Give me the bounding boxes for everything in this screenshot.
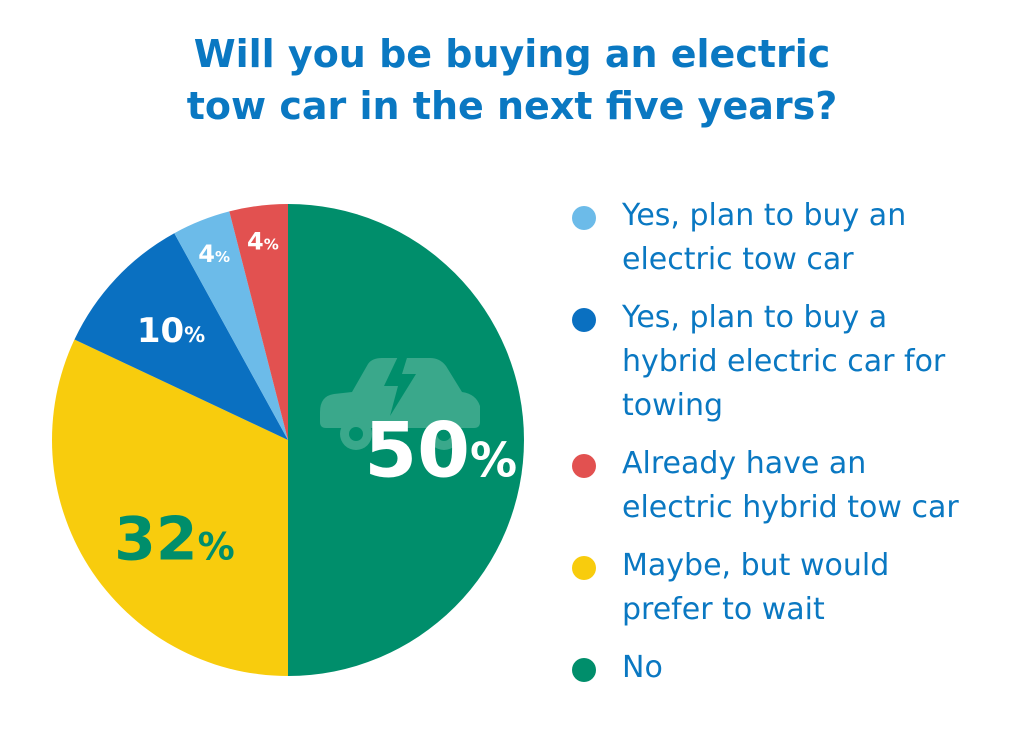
legend-label: Already have an [622,446,867,481]
legend-dot-icon [572,206,596,230]
legend-label: electric hybrid tow car [622,490,959,525]
legend-label: prefer to wait [622,592,825,627]
pie-value-label: 50% [364,406,517,495]
legend-label: towing [622,388,724,423]
legend-label: hybrid electric car for [622,344,946,379]
legend: Yes, plan to buy an electric tow car Yes… [572,194,1012,704]
legend-item-already-have: Already have an electric hybrid tow car [572,442,1012,530]
chart-title: Will you be buying an electric tow car i… [0,28,1024,132]
legend-dot-icon [572,454,596,478]
legend-dot-icon [572,308,596,332]
pie-value-label: 4% [247,227,279,255]
legend-label: Maybe, but would [622,548,890,583]
legend-label: Yes, plan to buy a [622,300,888,335]
pie-value-suffix: % [215,248,230,266]
pie-value-suffix: % [264,235,279,253]
pie-chart: 50%32%10%4%4% [51,204,524,676]
legend-item-yes-hybrid: Yes, plan to buy a hybrid electric car f… [572,296,1012,428]
pie-slice [288,204,524,676]
legend-item-no: No [572,646,1012,690]
chart-title-line-1: Will you be buying an electric [193,32,831,76]
pie-slice [74,233,288,440]
pie-value-suffix: % [184,323,205,347]
pie-slice [229,204,288,440]
legend-item-maybe: Maybe, but would prefer to wait [572,544,1012,632]
pie-slices [51,204,524,676]
pie-value-suffix: % [198,525,235,568]
pie-value-suffix: % [470,434,517,489]
legend-label: electric tow car [622,242,854,277]
electric-car-icon [320,348,480,450]
chart-title-line-2: tow car in the next five years? [186,84,838,128]
pie-slice [51,339,289,676]
pie-slice [174,211,288,440]
legend-item-yes-electric: Yes, plan to buy an electric tow car [572,194,1012,282]
legend-dot-icon [572,658,596,682]
legend-dot-icon [572,556,596,580]
legend-label: No [622,650,663,685]
legend-label: Yes, plan to buy an [622,198,907,233]
